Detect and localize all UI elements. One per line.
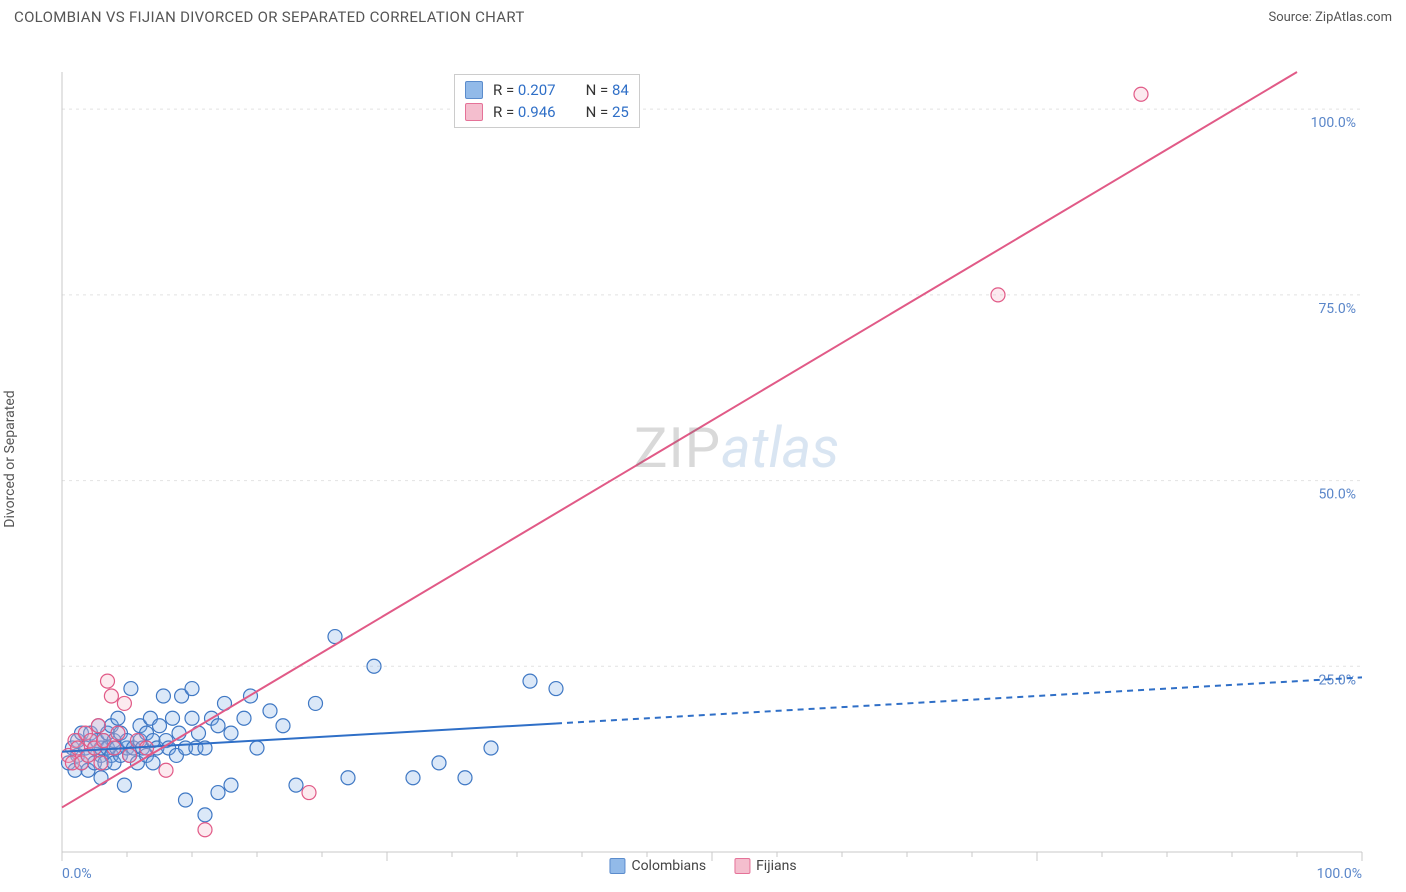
svg-text:0.0%: 0.0% xyxy=(62,866,92,882)
stats-r-label: R = 0.207 xyxy=(493,81,556,99)
stats-row: R = 0.207 N = 84 xyxy=(465,79,629,101)
svg-text:100.0%: 100.0% xyxy=(1311,115,1356,131)
stats-n-label: N = 84 xyxy=(586,81,629,99)
chart-container: Divorced or Separated 25.0%50.0%75.0%100… xyxy=(14,36,1392,882)
correlation-stats-box: R = 0.207 N = 84 R = 0.946 N = 25 xyxy=(454,74,640,128)
legend-swatch xyxy=(734,858,750,874)
stats-r-label: R = 0.946 xyxy=(493,103,556,121)
legend-label: Colombians xyxy=(631,858,706,874)
y-axis-label: Divorced or Separated xyxy=(2,390,18,527)
stats-n-label: N = 25 xyxy=(586,103,629,121)
stats-swatch xyxy=(465,81,483,99)
svg-text:50.0%: 50.0% xyxy=(1318,487,1356,503)
legend-label: Fijians xyxy=(756,858,796,874)
svg-text:100.0%: 100.0% xyxy=(1317,866,1362,882)
stats-row: R = 0.946 N = 25 xyxy=(465,101,629,123)
legend-bottom: Colombians Fijians xyxy=(609,858,796,874)
svg-text:75.0%: 75.0% xyxy=(1318,301,1356,317)
svg-text:25.0%: 25.0% xyxy=(1318,672,1356,688)
legend-item: Colombians xyxy=(609,858,706,874)
scatter-plot: 25.0% 50.0% 75.0% 100.0% 0.0% 100.0% xyxy=(14,36,1392,882)
chart-title: COLOMBIAN VS FIJIAN DIVORCED OR SEPARATE… xyxy=(14,8,525,26)
legend-item: Fijians xyxy=(734,858,796,874)
header-bar: COLOMBIAN VS FIJIAN DIVORCED OR SEPARATE… xyxy=(0,0,1406,30)
source-label: Source: ZipAtlas.com xyxy=(1268,10,1392,25)
stats-swatch xyxy=(465,103,483,121)
legend-swatch xyxy=(609,858,625,874)
